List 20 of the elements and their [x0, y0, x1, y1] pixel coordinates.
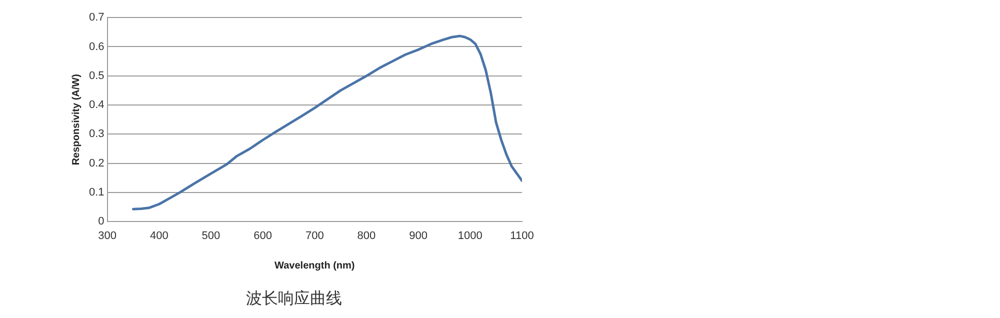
x-axis-title: Wavelength (nm) [274, 260, 355, 272]
x-tick-label: 700 [305, 230, 324, 242]
y-tick-label: 0.3 [88, 128, 104, 140]
x-tick-label: 1000 [458, 230, 482, 242]
x-tick-label: 600 [254, 230, 272, 242]
y-axis-title: Responsivity (A/W) [70, 74, 82, 166]
x-tick-label: 800 [357, 230, 376, 242]
x-tick-label: 1100 [510, 230, 534, 242]
y-tick-label: 0.7 [88, 12, 104, 24]
y-tick-label: 0.4 [88, 99, 104, 112]
x-tick-label: 400 [150, 230, 168, 242]
y-tick-label: 0.2 [88, 157, 104, 170]
x-tick-label: 900 [409, 230, 428, 242]
text: 波长响应曲线 [246, 288, 342, 308]
y-tick-label: 0.1 [88, 186, 104, 198]
y-tick-label: 0.5 [88, 70, 104, 82]
x-tick-label: 300 [98, 230, 116, 242]
y-tick-label: 0.6 [88, 40, 104, 53]
x-tick-label: 500 [202, 230, 220, 242]
y-tick-label: 0 [98, 216, 104, 228]
